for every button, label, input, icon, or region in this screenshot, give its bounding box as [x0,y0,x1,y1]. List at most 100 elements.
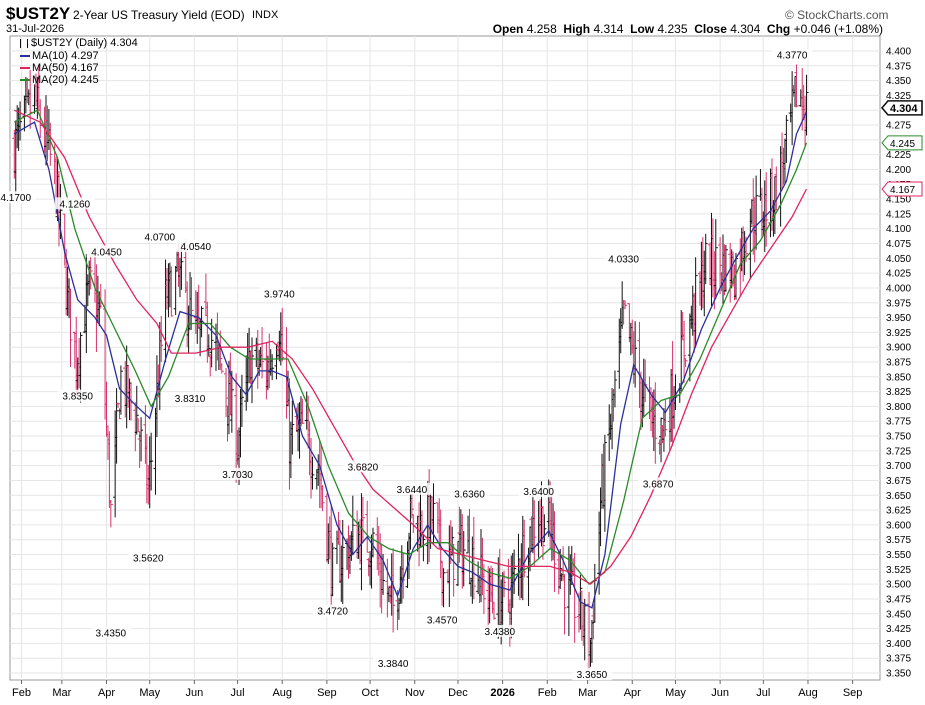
annotation-label: 3.8310 [175,394,206,405]
exchange-label: INDX [252,9,279,21]
y-tick-label: 4.400 [886,47,911,58]
annotation-label: 3.3650 [577,670,608,681]
y-tick-label: 3.450 [886,609,911,620]
annotation-bg [128,551,169,564]
y-tick-label: 3.700 [886,461,911,472]
x-tick-label: Sep [317,687,337,699]
value-marker [880,100,923,116]
annotation-label: 3.7030 [222,470,253,481]
y-tick-label: 3.425 [886,624,911,635]
y-tick-label: 4.375 [886,61,911,72]
annotation-bg [571,668,612,681]
y-tick-label: 3.975 [886,298,911,309]
open-value: 4.258 [526,22,557,36]
ma-line-ma20 [14,109,808,585]
legend-ma20: MA(20) 4.245 [20,74,99,86]
annotation-label: 3.6870 [643,479,674,490]
x-tick-label: Jul [231,687,245,699]
x-tick-label: Sep [843,687,863,699]
ma-line-ma10 [13,111,808,609]
y-tick-label: 3.650 [886,491,911,502]
value-marker-label: 4.304 [890,103,918,115]
annotation-bg [175,239,216,252]
x-tick-label: Feb [12,687,31,699]
y-tick-label: 3.675 [886,476,911,487]
annotation-label: 3.4380 [484,627,515,638]
y-tick-label: 3.525 [886,565,911,576]
annotation-label: 4.0450 [91,247,122,258]
y-tick-label: 3.625 [886,506,911,517]
y-tick-label: 3.800 [886,402,911,413]
y-tick-label: 3.900 [886,343,911,354]
close-label: Close [694,22,727,36]
chg-label: Chg [766,22,791,36]
y-tick-label: 3.575 [886,535,911,546]
annotation-bg [90,626,131,639]
ma-line-ma50 [14,109,808,585]
legend-ma10: MA(10) 4.297 [20,50,99,62]
y-tick-label: 4.225 [886,150,911,161]
y-tick-label: 3.925 [886,328,911,339]
annotation-bg [0,191,36,204]
x-tick-label: Jul [756,687,770,699]
x-tick-label: Aug [798,687,818,699]
annotation-label: 3.9740 [264,289,295,300]
annotation-label: 3.8350 [62,392,93,403]
low-label: Low [630,22,655,36]
y-tick-label: 3.500 [886,580,911,591]
high-value: 4.314 [593,22,624,36]
value-marker-label: 4.167 [890,185,915,196]
y-tick-label: 3.750 [886,432,911,443]
source-credit[interactable]: © StockCharts.com [785,8,889,22]
low-value: 4.235 [657,22,688,36]
y-tick-label: 3.375 [886,654,911,665]
annotation-bg [139,230,180,243]
chart-date: 31-Jul-2026 [6,23,65,35]
x-tick-label: Oct [362,687,379,699]
annotation-label: 4.0700 [145,232,176,243]
y-tick-label: 3.475 [886,594,911,605]
annotation-label: 3.6360 [454,490,485,501]
legend-ma10-label: MA(10) 4.297 [32,50,99,62]
legend-ma50-label: MA(50) 4.167 [32,62,99,74]
plot-frame [9,35,881,681]
x-tick-label: May [665,687,686,699]
y-tick-label: 4.125 [886,209,911,220]
y-tick-label: 3.600 [886,520,911,531]
annotation-label: 4.1260 [60,199,91,210]
annotation-bg [86,245,127,258]
legend-price-label: $UST2Y (Daily) 4.304 [31,37,138,49]
x-tick-label: Aug [272,687,292,699]
x-tick-label: 2026 [490,687,514,699]
annotation-label: 4.1700 [0,193,31,204]
annotation-bg [217,467,258,480]
y-tick-label: 3.550 [886,550,911,561]
annotation-bg [449,487,490,500]
annotation-bg [170,392,211,405]
x-tick-label: Apr [98,687,115,699]
symbol-title: $UST2Y [6,4,71,23]
y-tick-label: 3.725 [886,446,911,457]
annotation-bg [373,656,414,669]
annotation-label: 4.0540 [181,242,212,253]
y-tick-label: 3.775 [886,417,911,428]
y-tick-label: 4.350 [886,76,911,87]
legend-ma20-label: MA(20) 4.245 [32,74,99,86]
y-tick-label: 4.075 [886,239,911,250]
annotation-label: 3.6820 [348,462,379,473]
chg-value: +0.046 (+1.08%) [793,22,883,36]
annotation-bg [638,477,679,490]
y-tick-label: 4.325 [886,91,911,102]
y-tick-label: 3.350 [886,669,911,680]
ohlc-bar-icon [20,38,28,48]
annotation-bg [259,287,300,300]
annotation-bg [312,604,353,617]
y-tick-label: 3.825 [886,387,911,398]
symbol-description: 2-Year US Treasury Yield (EOD) [73,8,245,22]
high-label: High [563,22,591,36]
x-tick-label: Mar [578,687,597,699]
open-label: Open [492,22,524,36]
annotation-label: 3.4720 [317,607,348,618]
legend-ma50: MA(50) 4.167 [20,62,99,74]
